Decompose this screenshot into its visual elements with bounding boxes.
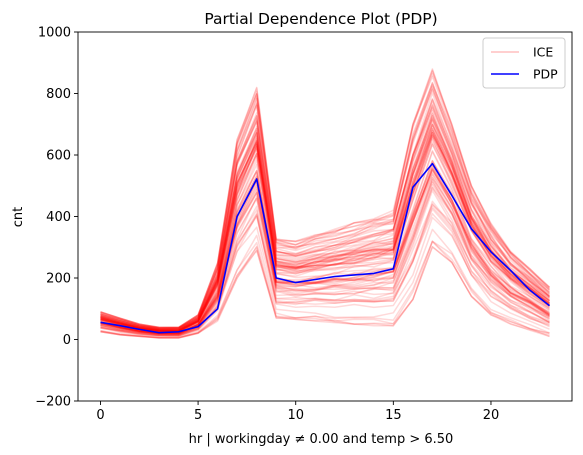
ice-line [100,99,550,331]
ice-line [100,117,550,332]
ice-line [100,168,550,335]
pdp-line [100,162,550,334]
legend: ICE PDP [482,37,566,89]
ice-line [100,184,550,335]
ice-line [100,82,550,329]
ice-line [100,181,550,336]
y-axis-title: cnt [11,207,26,227]
ice-line [100,106,550,331]
ice-line [100,88,550,329]
legend-label-pdp: PDP [533,67,558,82]
ice-line [100,240,550,339]
y-tick-label: 0 [63,333,71,348]
ice-line [100,97,550,330]
ice-line [100,112,550,331]
ice-line [100,124,550,332]
ice-line [100,176,550,335]
ice-line [100,70,550,329]
ice-line [100,92,550,330]
ice-line [100,104,550,330]
ice-line [100,245,550,339]
ice-line [100,134,550,332]
x-tick-label: 0 [96,408,104,423]
ice-line [100,179,550,335]
ice-line [100,171,550,334]
ice-line [100,164,550,334]
ice-line [100,240,550,339]
ice-line [100,212,550,337]
ice-line [100,187,550,336]
ice-line [100,129,550,332]
x-tick-label: 20 [483,408,500,423]
ice-line [100,81,550,329]
ice-line [100,245,550,339]
chart-title: Partial Dependence Plot (PDP) [204,10,437,28]
y-tick-label: 400 [46,210,71,225]
ice-line [100,123,550,332]
ice-line [100,75,551,329]
ice-line [100,240,550,339]
ice-line [100,189,550,336]
ice-line [100,113,550,331]
ice-lines-group [100,68,551,339]
ice-line [100,168,550,334]
ice-line [100,200,550,336]
ice-line [100,208,550,337]
ice-line [100,164,550,334]
x-axis-ticks: 0 5 10 15 20 [96,401,499,423]
legend-label-ice: ICE [533,45,553,60]
ice-line [100,69,551,329]
ice-line [100,88,550,330]
ice-line [100,86,551,329]
ice-line [100,119,550,332]
ice-line [100,119,550,331]
ice-line [100,216,550,337]
y-tick-label: 200 [46,272,71,287]
x-tick-label: 5 [194,408,202,423]
y-tick-label: 800 [46,87,71,102]
x-tick-label: 15 [385,408,402,423]
ice-line [100,129,550,332]
ice-line [100,105,550,331]
ice-line [100,110,550,331]
ice-line [100,83,550,329]
ice-line [100,173,550,335]
y-tick-label: −200 [35,395,71,410]
ice-line [100,85,551,330]
ice-line [100,174,550,335]
ice-line [100,167,550,335]
ice-line [100,166,550,335]
ice-line [100,169,550,335]
ice-line [100,186,550,336]
pdp-line-group [100,162,550,334]
y-tick-label: 1000 [38,26,71,41]
legend-box [482,37,566,89]
ice-line [100,131,550,332]
ice-line [100,177,550,335]
y-axis-ticks: −200 0 200 400 600 800 1000 [35,26,78,410]
ice-line [100,115,551,331]
ice-line [100,98,550,330]
ice-line [100,123,550,331]
x-tick-label: 10 [287,408,304,423]
ice-line [100,73,551,329]
ice-line [100,127,550,332]
ice-line [100,228,550,338]
ice-line [100,203,550,336]
ice-line [100,107,550,331]
ice-line [100,180,550,335]
ice-line [100,115,550,331]
ice-line [100,68,550,329]
ice-line [100,206,550,337]
ice-line [100,122,550,332]
ice-line [100,102,551,331]
y-tick-label: 600 [46,149,71,164]
x-axis-title: hr | workingday ≠ 0.00 and temp > 6.50 [189,432,454,447]
ice-line [100,117,550,331]
ice-line [100,168,550,334]
ice-line [100,127,550,332]
ice-line [100,203,550,337]
